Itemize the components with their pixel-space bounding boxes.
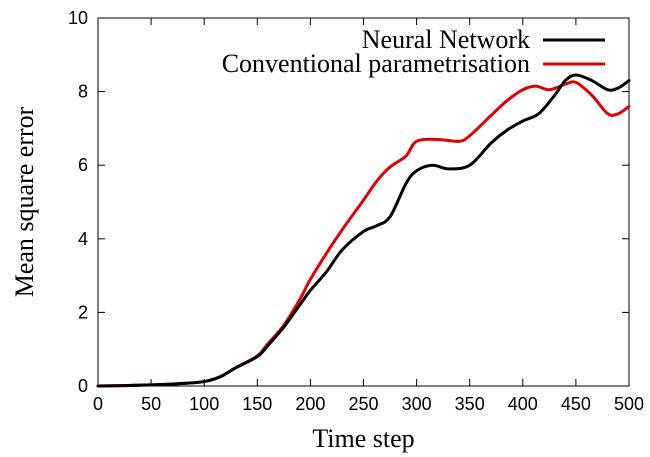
series-line-neural-network [96, 73, 631, 388]
y-tick-label: 6 [78, 155, 88, 175]
x-tick-label: 50 [141, 394, 161, 414]
y-tick-label: 10 [68, 8, 88, 28]
x-tick-label: 350 [455, 394, 485, 414]
x-tick-label: 250 [348, 394, 378, 414]
series-line-conventional-parametrisation [96, 80, 631, 388]
legend-label: Conventional parametrisation [222, 49, 530, 78]
y-tick-label: 2 [78, 302, 88, 322]
y-tick-label: 8 [78, 82, 88, 102]
x-tick-label: 0 [93, 394, 103, 414]
x-tick-label: 300 [402, 394, 432, 414]
y-tick-label: 4 [78, 229, 88, 249]
x-tick-label: 450 [561, 394, 591, 414]
legend-label: Neural Network [362, 25, 530, 54]
x-tick-label: 500 [614, 394, 644, 414]
y-axis-title: Mean square error [10, 106, 39, 297]
x-tick-label: 100 [189, 394, 219, 414]
x-axis-title: Time step [312, 424, 414, 453]
x-tick-label: 200 [295, 394, 325, 414]
x-tick-label: 400 [508, 394, 538, 414]
series-layer [96, 73, 631, 388]
axis-ticks: 0 50 100 150 200 250 300 350 400 450 500 0 2 4 6 8 10 [68, 8, 644, 414]
x-tick-label: 150 [242, 394, 272, 414]
y-tick-label: 0 [78, 376, 88, 396]
